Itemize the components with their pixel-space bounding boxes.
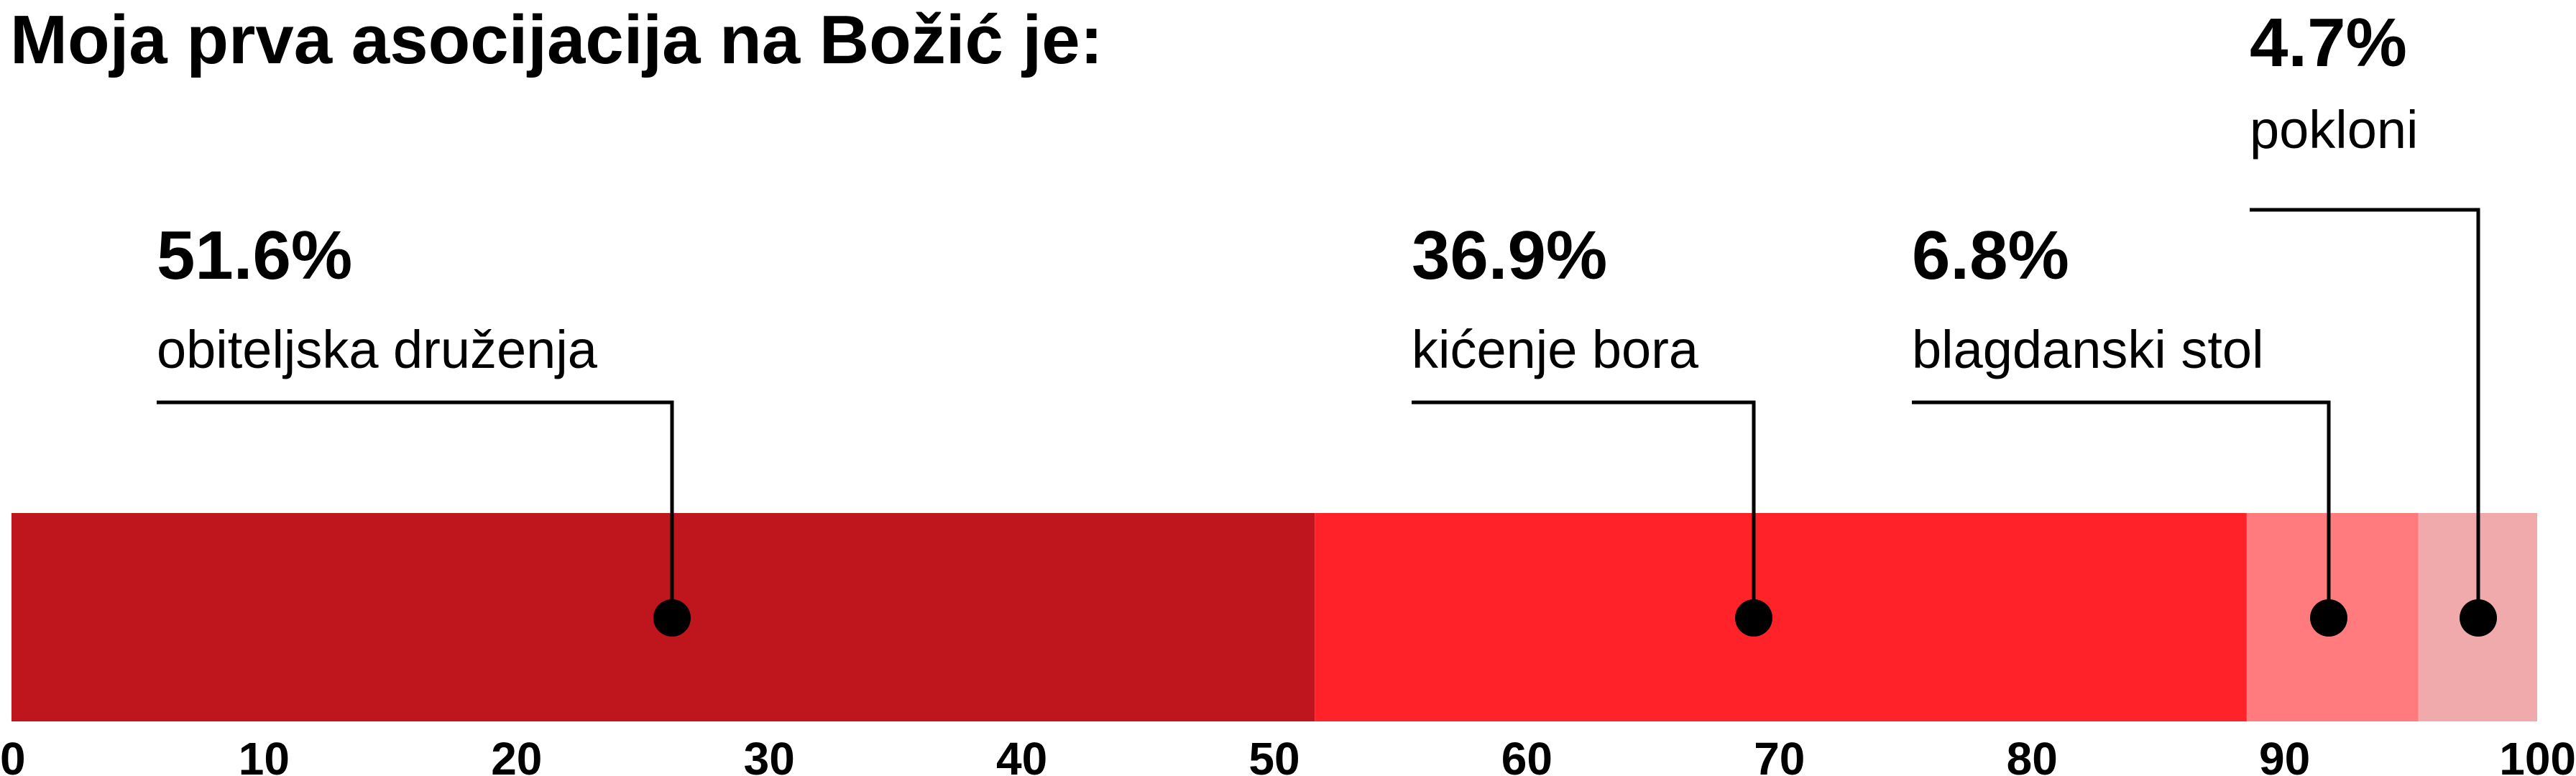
x-tick-label: 50	[1248, 733, 1300, 776]
leader-dot-2	[1735, 599, 1772, 637]
bar-segments	[12, 513, 2537, 721]
category-label-3: blagdanski stol	[1912, 320, 2264, 379]
callout-labels: 51.6% obiteljska druženja 36.9% kićenje bor…	[157, 4, 2419, 379]
x-tick-label: 70	[1754, 733, 1805, 776]
value-label-3: 6.8%	[1912, 217, 2069, 294]
leader-line-2	[1412, 400, 1756, 618]
x-tick-label: 40	[996, 733, 1047, 776]
x-tick-label: 60	[1501, 733, 1552, 776]
leader-dot-3	[2310, 599, 2347, 637]
category-label-2: kićenje bora	[1412, 320, 1699, 379]
x-tick-label: 10	[239, 733, 290, 776]
value-label-1: 51.6%	[157, 217, 352, 294]
category-label-4: pokloni	[2250, 100, 2419, 160]
leader-line-3	[1912, 400, 2331, 618]
callout-leaders	[157, 208, 2497, 637]
x-tick-label: 90	[2259, 733, 2310, 776]
chart-title: Moja prva asocijacija na Božić je:	[10, 1, 1103, 78]
leader-line-1	[157, 400, 674, 618]
leader-dot-1	[653, 599, 691, 637]
value-label-4: 4.7%	[2250, 4, 2407, 81]
leader-line-4	[2250, 208, 2480, 618]
x-tick-label: 30	[744, 733, 795, 776]
x-tick-label: 80	[2007, 733, 2058, 776]
x-tick-label: 100	[2499, 733, 2576, 776]
leader-dot-4	[2460, 599, 2497, 637]
x-axis-ticks: 0 10 20 30 40 50 60 70 80 90 100	[0, 733, 2576, 776]
value-label-2: 36.9%	[1412, 217, 1607, 294]
category-label-1: obiteljska druženja	[157, 320, 598, 379]
x-tick-label: 0	[0, 733, 26, 776]
x-tick-label: 20	[491, 733, 542, 776]
bar-segment-2	[1315, 513, 2247, 721]
